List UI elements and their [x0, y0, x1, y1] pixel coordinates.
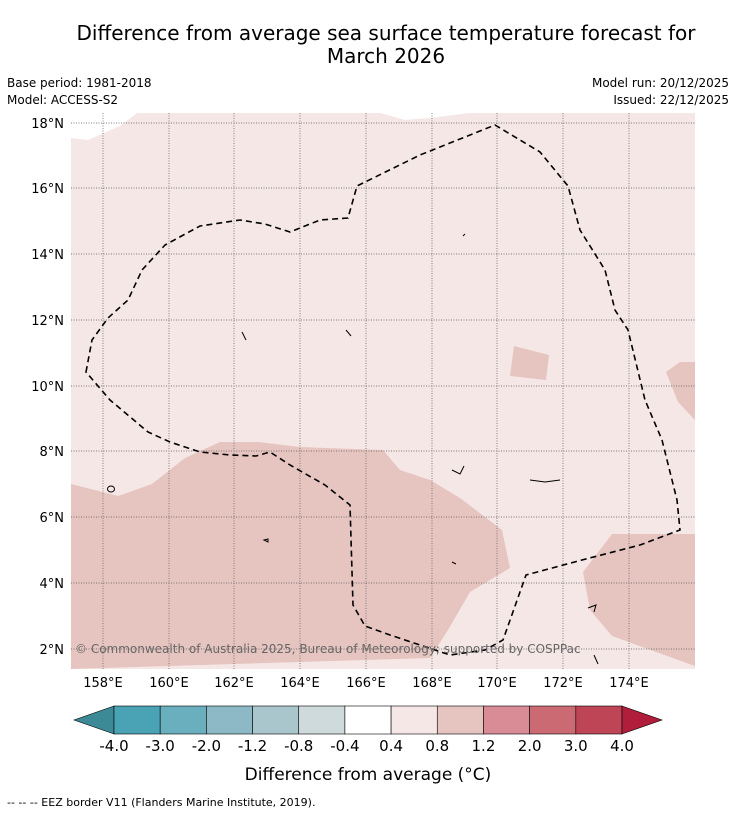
meta-right: Model run: 20/12/2025 Issued: 22/12/2025 [592, 75, 729, 109]
lon-label: 160°E [149, 676, 189, 691]
colorbar-swatch [206, 705, 253, 735]
copyright-notice: © Commonwealth of Australia 2025, Bureau… [75, 642, 581, 656]
colorbar-swatch [390, 705, 438, 735]
eez-border [85, 124, 681, 656]
lon-labels: 158°E 160°E 162°E 164°E 166°E 168°E 170°… [83, 676, 649, 691]
colorbar-tick-label: -2.0 [192, 737, 221, 755]
map-title: Difference from average sea surface temp… [40, 22, 732, 68]
base-period: Base period: 1981-2018 [7, 76, 152, 90]
island [262, 538, 269, 543]
lon-label: 166°E [346, 676, 386, 691]
colorbar: -4.0 -3.0 -2.0 -1.2 -0.8 -0.4 0.4 0.8 1.2 2.0 3.0 4… [73, 705, 663, 755]
lon-label: 164°E [280, 676, 320, 691]
colorbar-tick-label: -0.8 [284, 737, 313, 755]
model-run: Model run: 20/12/2025 [591, 76, 729, 90]
lat-label: 16°N [31, 182, 64, 197]
lat-label: 4°N [40, 577, 65, 592]
colorbar-tick-label: 0.8 [425, 737, 449, 755]
colorbar-tick-label: 0.4 [379, 737, 403, 755]
island [593, 654, 599, 665]
lat-label: 8°N [40, 445, 65, 460]
lon-label: 168°E [412, 676, 452, 691]
island [462, 233, 466, 237]
island [345, 329, 352, 337]
lat-label: 18°N [31, 117, 64, 132]
colorbar-swatch [298, 705, 346, 735]
lon-label: 162°E [214, 676, 254, 691]
colorbar-title: Difference from average (°C) [245, 765, 492, 785]
lat-label: 10°N [31, 380, 64, 395]
meta-left: Base period: 1981-2018 Model: ACCESS-S2 [7, 75, 152, 109]
map-top-whitespace [71, 113, 470, 140]
colorbar-tick-label: -0.4 [330, 737, 359, 755]
lat-labels: 18°N 16°N 14°N 12°N 10°N 8°N 6°N 4°N 2°N [31, 117, 64, 658]
title-line-1: Difference from average sea surface temp… [76, 21, 696, 45]
lat-label: 2°N [40, 643, 65, 658]
island [529, 479, 561, 483]
islands [107, 233, 599, 665]
warm-anomaly-patch [510, 346, 549, 380]
lat-label: 6°N [40, 511, 65, 526]
model-name: Model: ACCESS-S2 [7, 93, 119, 107]
colorbar-tick-label: 2.0 [518, 737, 542, 755]
colorbar-swatch [113, 705, 161, 735]
colorbar-swatch [436, 705, 484, 735]
colorbar-tick-label: 4.0 [610, 737, 634, 755]
island [451, 561, 457, 565]
warm-anomaly-patch-east [666, 362, 695, 420]
map-panel: © Commonwealth of Australia 2025, Bureau… [71, 113, 695, 669]
island [107, 485, 115, 493]
colorbar-swatch [252, 705, 300, 735]
eez-legend-footer: -- -- -- EEZ border V11 (Flanders Marine… [7, 796, 316, 809]
island [587, 604, 597, 613]
colorbar-swatch [159, 705, 207, 735]
colorbar-swatch [344, 705, 392, 735]
island [241, 331, 247, 341]
colorbar-tick-label: 1.2 [472, 737, 496, 755]
colorbar-extend-high [621, 705, 663, 735]
warm-anomaly-region [71, 442, 510, 669]
lat-label: 12°N [31, 314, 64, 329]
colorbar-swatch [575, 705, 623, 735]
lon-label: 174°E [609, 676, 649, 691]
colorbar-tick-label: -1.2 [238, 737, 267, 755]
lon-label: 172°E [543, 676, 583, 691]
warm-anomaly-region-se [583, 534, 695, 666]
gridlines [71, 113, 695, 669]
lon-label: 170°E [477, 676, 517, 691]
colorbar-extend-low [73, 705, 115, 735]
issued-date: Issued: 22/12/2025 [613, 93, 729, 107]
colorbar-tick-label: -4.0 [99, 737, 128, 755]
title-line-2: March 2026 [326, 44, 446, 68]
island [451, 465, 465, 475]
colorbar-swatch [529, 705, 577, 735]
colorbar-tick-label: 3.0 [564, 737, 588, 755]
colorbar-swatch [483, 705, 530, 735]
colorbar-tick-label: -3.0 [146, 737, 175, 755]
lon-label: 158°E [83, 676, 123, 691]
lat-label: 14°N [31, 248, 64, 263]
